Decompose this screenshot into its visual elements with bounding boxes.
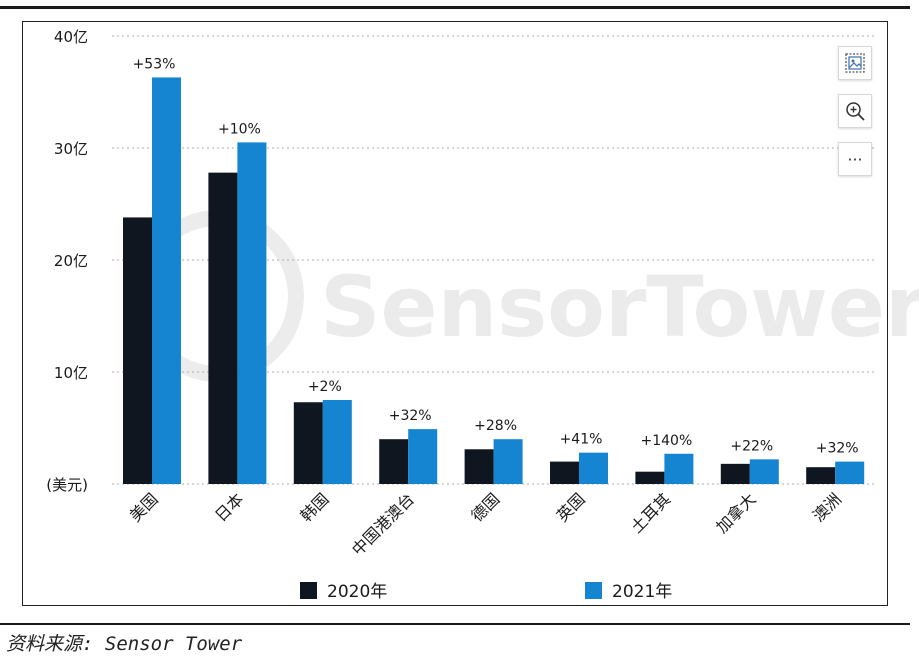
growth-label-0: +53% bbox=[133, 56, 176, 72]
bar-2021-7 bbox=[749, 459, 779, 484]
more-options-button[interactable]: ··· bbox=[838, 142, 872, 176]
y-tick-label-0: (美元) bbox=[46, 476, 88, 494]
bar-2020-7 bbox=[720, 463, 750, 484]
bar-2020-0 bbox=[123, 217, 152, 484]
x-axis-categories: 美国 日本 韩国 中国港澳台 德国 英国 土耳其 加拿大 澳洲 bbox=[126, 489, 845, 559]
bar-2020-5 bbox=[550, 461, 579, 484]
zoom-in-button[interactable] bbox=[838, 94, 872, 128]
x-tick-label-7: 加拿大 bbox=[712, 489, 759, 536]
x-tick-label-3: 中国港澳台 bbox=[348, 489, 418, 559]
x-tick-label-8: 澳洲 bbox=[809, 489, 845, 525]
growth-label-3: +32% bbox=[389, 408, 432, 424]
legend: 2020年 2021年 bbox=[300, 582, 672, 602]
top-rule bbox=[0, 6, 910, 9]
bar-2021-2 bbox=[322, 400, 352, 484]
image-icon bbox=[845, 53, 865, 73]
y-tick-label-1: 10亿 bbox=[54, 364, 88, 382]
bar-2021-8 bbox=[835, 461, 865, 484]
bar-2020-6 bbox=[635, 471, 665, 484]
bar-2020-8 bbox=[806, 467, 836, 484]
growth-label-6: +140% bbox=[641, 433, 693, 449]
bar-2021-0 bbox=[152, 77, 181, 484]
source-note: 资料来源: Sensor Tower bbox=[6, 633, 243, 655]
growth-labels: +53% +10% +2% +32% +28% +41% +140% +22% +32% bbox=[133, 56, 859, 456]
bar-2021-4 bbox=[493, 439, 523, 484]
growth-label-5: +41% bbox=[560, 432, 603, 448]
growth-label-4: +28% bbox=[474, 418, 517, 434]
bar-2021-1 bbox=[237, 142, 267, 484]
y-axis-ticks: (美元) 10亿 20亿 30亿 40亿 bbox=[46, 28, 88, 494]
bar-2021-3 bbox=[408, 429, 438, 484]
x-tick-label-2: 韩国 bbox=[297, 489, 333, 525]
bar-2020-2 bbox=[293, 402, 323, 484]
more-dots-icon: ··· bbox=[847, 149, 863, 169]
y-tick-label-2: 20亿 bbox=[54, 252, 88, 270]
bar-2021-6 bbox=[664, 453, 694, 484]
x-tick-label-5: 英国 bbox=[553, 489, 589, 525]
y-tick-label-4: 40亿 bbox=[54, 28, 88, 46]
image-view-button[interactable] bbox=[838, 46, 872, 80]
bars bbox=[123, 77, 865, 484]
growth-label-8: +32% bbox=[816, 441, 859, 457]
bar-2020-4 bbox=[464, 449, 494, 484]
bar-2021-5 bbox=[579, 452, 608, 484]
bar-2020-3 bbox=[379, 439, 409, 484]
bottom-rule bbox=[0, 623, 910, 625]
legend-label-0: 2020年 bbox=[327, 582, 387, 602]
bar-2020-1 bbox=[208, 172, 238, 484]
legend-label-1: 2021年 bbox=[612, 582, 672, 602]
x-tick-label-6: 土耳其 bbox=[627, 489, 674, 536]
legend-swatch-0 bbox=[300, 582, 317, 599]
y-tick-label-3: 30亿 bbox=[54, 140, 88, 158]
zoom-in-icon bbox=[846, 102, 865, 121]
x-tick-label-4: 德国 bbox=[467, 489, 503, 525]
x-tick-label-0: 美国 bbox=[126, 489, 162, 525]
growth-label-1: +10% bbox=[218, 121, 261, 137]
x-tick-label-1: 日本 bbox=[211, 489, 247, 525]
watermark-text: SensorTower bbox=[320, 258, 919, 356]
growth-label-7: +22% bbox=[730, 438, 773, 454]
growth-label-2: +2% bbox=[308, 379, 342, 395]
legend-swatch-1 bbox=[585, 582, 602, 599]
